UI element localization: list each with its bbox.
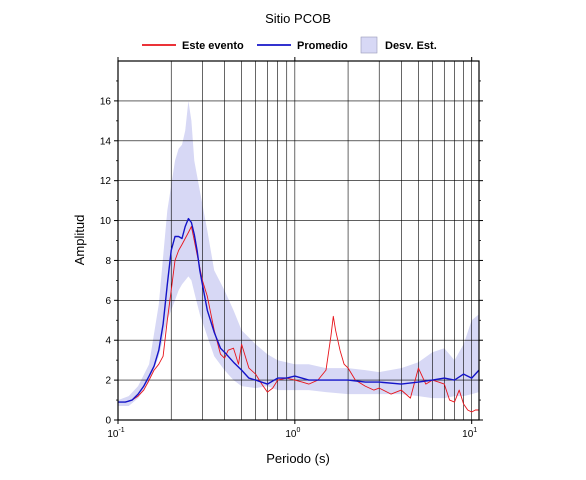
legend: Este evento Promedio Desv. Est. (142, 36, 437, 54)
chart-title: Sitio PCOB (265, 11, 331, 26)
x-tick-label-base: 10 (285, 429, 297, 440)
x-tick-label-base: 10 (462, 429, 474, 440)
y-tick-label: 16 (100, 96, 112, 107)
x-tick-label: 10-1 (107, 427, 124, 440)
y-tick-label: 4 (105, 336, 111, 347)
y-tick-label: 6 (105, 296, 111, 307)
x-tick-label: 101 (462, 427, 477, 440)
y-tick-label: 0 (105, 416, 111, 427)
x-tick-label-exponent: 1 (473, 427, 477, 434)
legend-swatch-band (360, 36, 378, 54)
y-tick-label: 8 (105, 256, 111, 267)
grid (118, 61, 479, 420)
series-line-este-evento (118, 226, 479, 413)
y-tick-label: 14 (100, 136, 112, 147)
x-axis-label: Periodo (s) (266, 451, 330, 466)
legend-label: Este evento (182, 40, 244, 52)
std-dev-band (118, 100, 479, 407)
series-line-promedio (118, 217, 480, 403)
x-tick-label-exponent: 0 (296, 427, 300, 434)
y-axis-label: Amplitud (72, 215, 87, 266)
x-tick-label: 100 (285, 427, 300, 440)
legend-label: Promedio (297, 40, 348, 52)
y-tick-label: 10 (100, 216, 112, 227)
y-tick-label: 2 (105, 376, 111, 387)
legend-label: Desv. Est. (385, 40, 437, 52)
x-tick-label-exponent: -1 (118, 427, 124, 434)
x-tick-label-base: 10 (107, 429, 119, 440)
y-tick-label: 12 (100, 176, 112, 187)
